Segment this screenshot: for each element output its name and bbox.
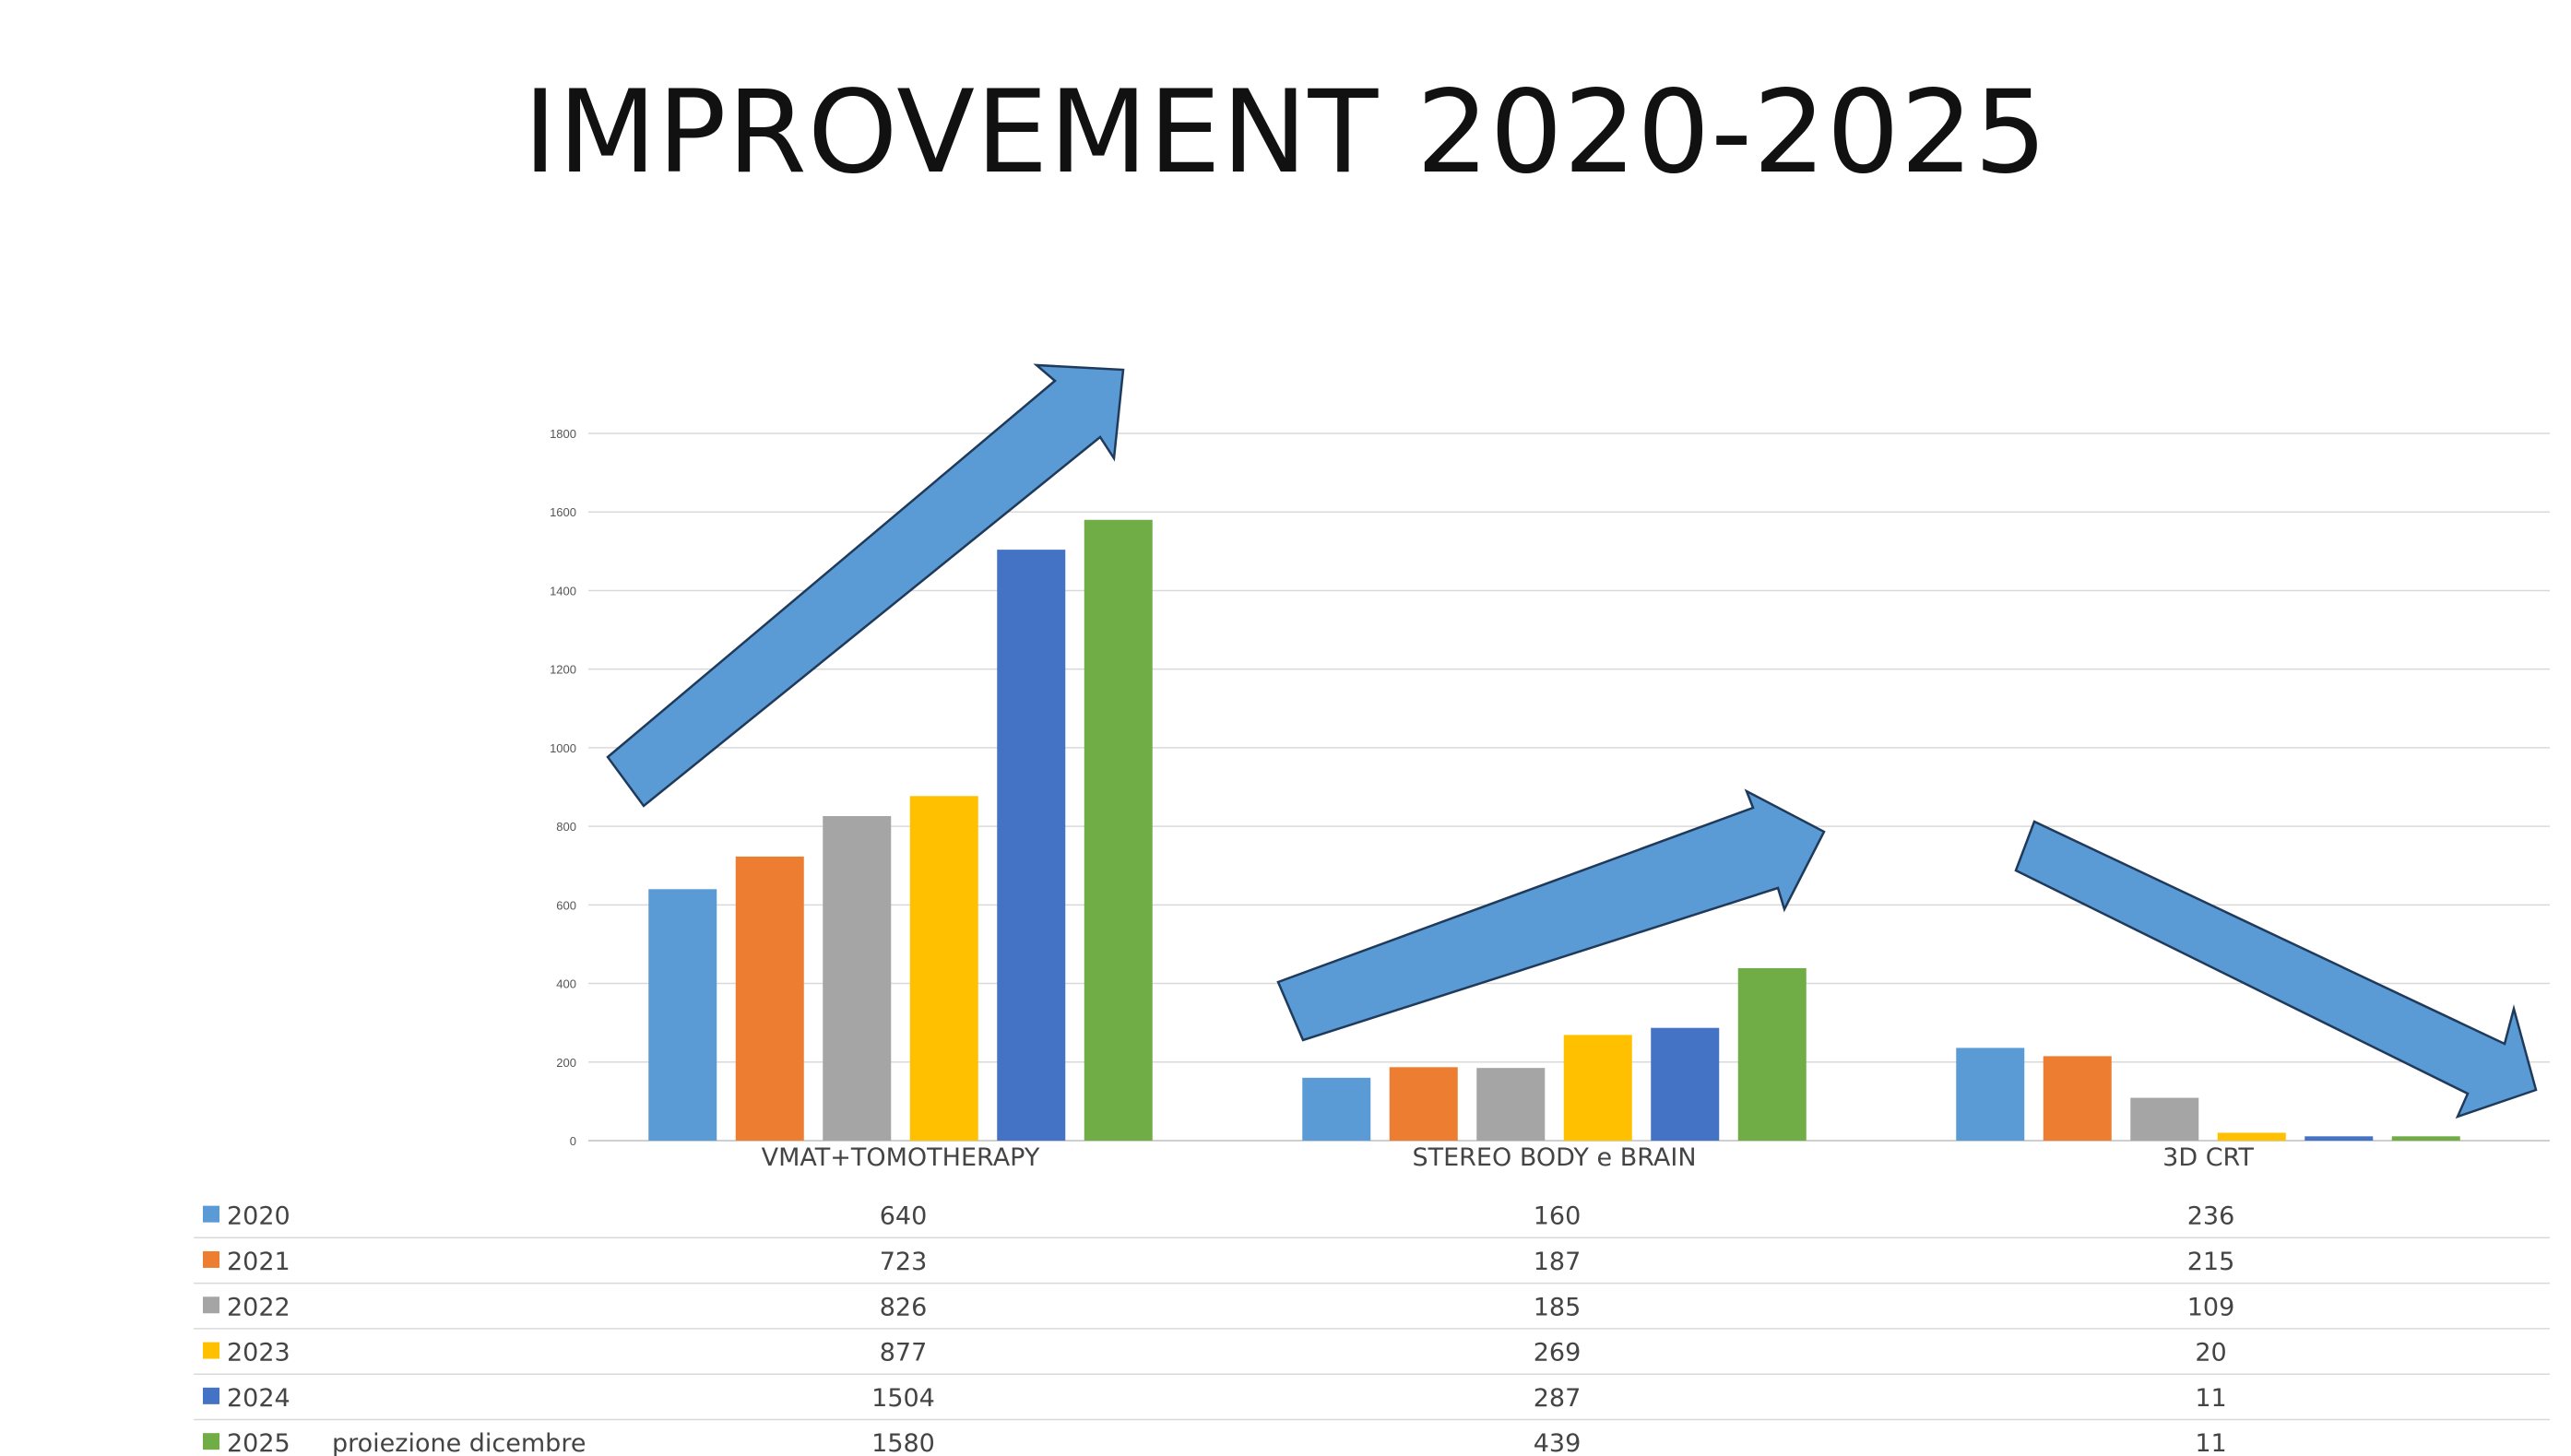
table-cell: 1504: [871, 1384, 935, 1413]
bar: [2043, 1056, 2112, 1141]
bar: [1737, 967, 1807, 1141]
legend-label: 2023: [227, 1339, 290, 1367]
table-cell: 269: [1534, 1339, 1582, 1367]
table-cell: 187: [1534, 1248, 1582, 1276]
y-tick-label: 400: [556, 977, 576, 991]
legend-label: 2024: [227, 1384, 290, 1413]
bar: [2391, 1136, 2460, 1141]
y-tick-label: 1000: [550, 741, 576, 755]
legend-label: 2025: [227, 1429, 290, 1456]
y-tick-label: 1800: [550, 427, 576, 441]
bar: [1563, 1035, 1632, 1141]
table-cell: 723: [880, 1248, 928, 1276]
y-tick-label: 0: [570, 1134, 576, 1148]
legend-label: 2022: [227, 1293, 290, 1321]
table-cell: 439: [1534, 1429, 1582, 1456]
y-tick-label: 200: [556, 1056, 576, 1070]
category-label: STEREO BODY e BRAIN: [1412, 1143, 1696, 1172]
table-cell: 20: [2195, 1339, 2226, 1367]
legend-key: [203, 1387, 219, 1404]
bar: [909, 796, 978, 1141]
table-cell: 877: [880, 1339, 928, 1367]
bar: [1476, 1068, 1546, 1141]
legend-key: [203, 1342, 219, 1359]
table-cell: 826: [880, 1293, 928, 1321]
bar: [1389, 1067, 1458, 1141]
bar: [648, 889, 717, 1141]
bar: [2217, 1132, 2286, 1141]
y-tick-label: 1400: [550, 584, 576, 598]
table-cell: 11: [2195, 1429, 2226, 1456]
legend-label: 2020: [227, 1202, 290, 1231]
bar: [735, 856, 804, 1141]
y-tick-label: 800: [556, 820, 576, 834]
trend-arrows: [606, 363, 2538, 1119]
table-cell: 215: [2187, 1248, 2235, 1276]
legend-key: [203, 1250, 219, 1268]
legend-key: [203, 1296, 219, 1314]
bars: [648, 519, 2460, 1141]
y-tick-label: 1600: [550, 505, 576, 519]
table-cell: 160: [1534, 1202, 1582, 1231]
slide-title: IMPROVEMENT 2020-2025: [523, 66, 2048, 199]
table-cell: 236: [2187, 1202, 2235, 1231]
bar: [823, 816, 892, 1141]
trend-arrow-up-stereo: [1276, 788, 1826, 1042]
trend-arrow-down-3dcrt: [2014, 820, 2538, 1119]
data-table: 2020 640 160 236 2021 723 187 215 2022 826 185 109 2…: [194, 1202, 2550, 1456]
table-cell: 185: [1534, 1293, 1582, 1321]
bar: [2130, 1097, 2199, 1141]
bar: [1956, 1048, 2025, 1141]
bar: [2304, 1136, 2374, 1141]
legend-note: proiezione dicembre: [332, 1429, 586, 1456]
trend-arrow-up-vmat: [606, 363, 1125, 808]
legend-key: [203, 1205, 219, 1223]
table-cell: 1580: [871, 1429, 935, 1456]
legend-key: [203, 1433, 219, 1450]
table-cell: 11: [2195, 1384, 2226, 1413]
category-label: VMAT+TOMOTHERAPY: [762, 1143, 1040, 1172]
table-cell: 109: [2187, 1293, 2235, 1321]
table-cell: 287: [1534, 1384, 1582, 1413]
axis-labels: 0 200 400 600 800 1000 1200 1400 1600 1800 VMAT+TO…: [550, 427, 2254, 1172]
bar: [1084, 519, 1153, 1141]
bar: [997, 550, 1066, 1141]
table-cell: 640: [880, 1202, 928, 1231]
bar: [1302, 1077, 1371, 1141]
category-label: 3D CRT: [2162, 1143, 2254, 1172]
y-tick-label: 600: [556, 898, 576, 912]
y-tick-label: 1200: [550, 663, 576, 677]
legend-label: 2021: [227, 1248, 290, 1276]
bar: [1651, 1027, 1720, 1141]
